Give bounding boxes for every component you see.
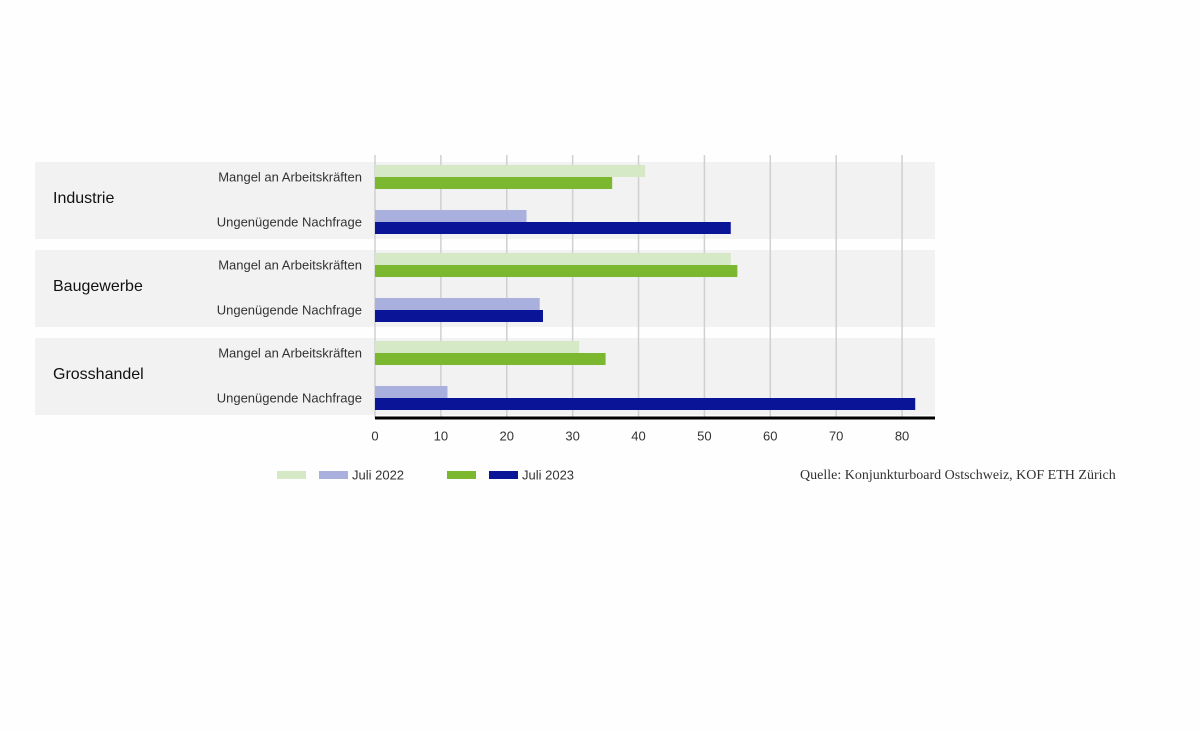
x-tick-label: 10 (434, 428, 448, 443)
legend-swatch (277, 471, 306, 479)
category-label: Ungenügende Nachfrage (217, 302, 362, 317)
bar (375, 386, 448, 398)
legend-label: Juli 2022 (352, 467, 404, 482)
x-tick-label: 60 (763, 428, 777, 443)
bar (375, 253, 731, 265)
bar (375, 341, 580, 353)
bar (375, 265, 738, 277)
group-label: Grosshandel (53, 366, 144, 383)
x-tick-label: 80 (895, 428, 909, 443)
legend-swatch (447, 471, 476, 479)
x-tick-label: 70 (829, 428, 843, 443)
bar (375, 210, 527, 222)
bar (375, 298, 540, 310)
group-label: Baugewerbe (53, 278, 143, 295)
bar (375, 222, 731, 234)
legend-swatch (319, 471, 348, 479)
x-tick-label: 0 (371, 428, 378, 443)
legend-swatch (489, 471, 518, 479)
bar (375, 310, 543, 322)
bar (375, 353, 606, 365)
x-tick-label: 20 (500, 428, 514, 443)
category-label: Mangel an Arbeitskräften (218, 169, 362, 184)
group-label: Industrie (53, 190, 114, 207)
bar (375, 398, 916, 410)
source: Quelle: Konjunkturboard Ostschweiz, KOF … (800, 468, 1116, 483)
category-label: Mangel an Arbeitskräften (218, 257, 362, 272)
category-label: Ungenügende Nachfrage (217, 214, 362, 229)
x-tick-label: 50 (697, 428, 711, 443)
x-tick-label: 30 (565, 428, 579, 443)
category-label: Ungenügende Nachfrage (217, 390, 362, 405)
category-label: Mangel an Arbeitskräften (218, 345, 362, 360)
bar (375, 165, 646, 177)
x-tick-label: 40 (631, 428, 645, 443)
legend-label: Juli 2023 (522, 467, 574, 482)
bar (375, 177, 613, 189)
